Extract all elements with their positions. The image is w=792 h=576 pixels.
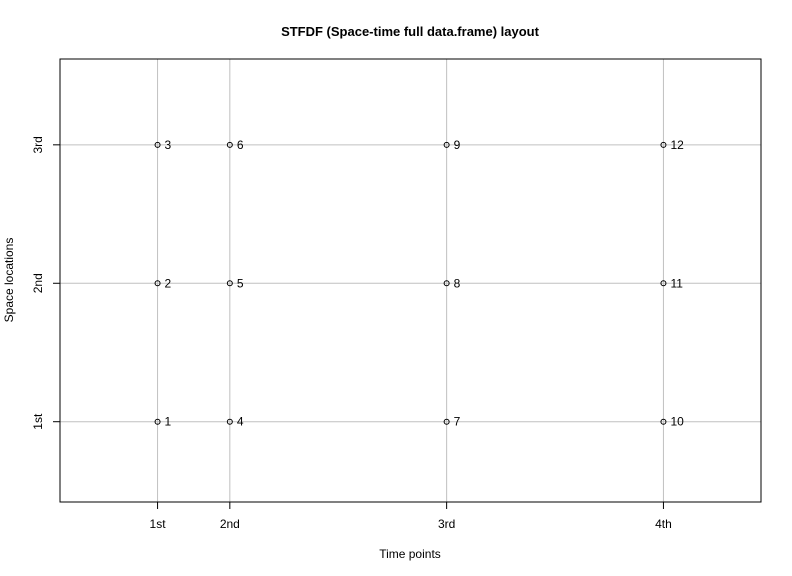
data-point bbox=[226, 280, 233, 287]
data-point bbox=[154, 418, 161, 425]
data-point bbox=[154, 141, 161, 148]
data-point-label: 9 bbox=[454, 138, 461, 152]
y-tick-label: 1st bbox=[31, 413, 45, 430]
data-point-label: 2 bbox=[165, 276, 172, 290]
data-point bbox=[226, 418, 233, 425]
y-axis-label: Space locations bbox=[2, 238, 16, 323]
data-point bbox=[154, 280, 161, 287]
data-point bbox=[443, 418, 450, 425]
grid-lines bbox=[60, 59, 761, 502]
x-axis: 1st 2nd 3rd 4th bbox=[150, 501, 672, 531]
x-tick-label: 4th bbox=[655, 517, 672, 531]
y-tick-label: 3rd bbox=[31, 136, 45, 153]
data-point-label: 6 bbox=[237, 138, 244, 152]
y-axis: 1st 2nd 3rd bbox=[31, 136, 61, 430]
x-tick-label: 2nd bbox=[220, 517, 240, 531]
data-point-label: 5 bbox=[237, 276, 244, 290]
data-point-label: 12 bbox=[670, 138, 684, 152]
data-point-label: 11 bbox=[670, 276, 683, 290]
data-point bbox=[443, 141, 450, 148]
data-point-label: 7 bbox=[454, 415, 461, 429]
x-tick-label: 3rd bbox=[438, 517, 455, 531]
data-point bbox=[443, 280, 450, 287]
x-axis-label: Time points bbox=[379, 547, 441, 561]
data-point-label: 8 bbox=[454, 276, 461, 290]
chart-title: STFDF (Space-time full data.frame) layou… bbox=[281, 24, 540, 39]
data-point-label: 3 bbox=[165, 138, 172, 152]
data-point bbox=[660, 418, 667, 425]
data-point bbox=[660, 141, 667, 148]
data-point bbox=[660, 280, 667, 287]
data-point-label: 10 bbox=[670, 415, 684, 429]
data-point-label: 4 bbox=[237, 415, 244, 429]
data-point-label: 1 bbox=[165, 415, 172, 429]
y-tick-label: 2nd bbox=[31, 273, 45, 293]
x-tick-label: 1st bbox=[150, 517, 167, 531]
data-point bbox=[226, 141, 233, 148]
